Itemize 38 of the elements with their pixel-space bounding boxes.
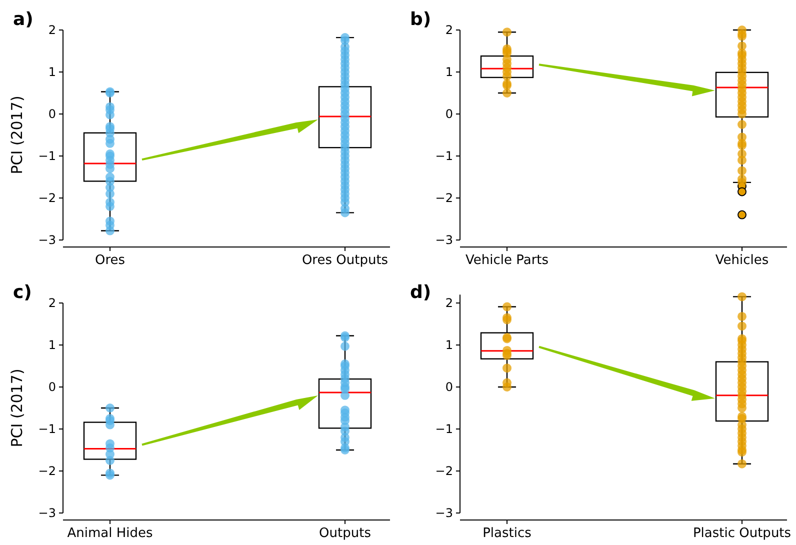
y-tick-label: −1 <box>435 422 453 436</box>
y-tick-label: −1 <box>38 422 56 436</box>
chart-title: c) <box>13 282 32 303</box>
x-tick-label: Vehicle Parts <box>465 253 549 268</box>
y-tick-label: −3 <box>38 506 56 520</box>
y-tick-label: −1 <box>435 149 453 164</box>
y-tick-label: 1 <box>48 65 56 80</box>
x-tick-label: Vehicles <box>715 253 769 268</box>
y-tick-label: 2 <box>445 23 453 38</box>
y-axis-title: PCI (2017) <box>8 368 26 448</box>
y-tick-label: −2 <box>38 464 56 478</box>
y-tick-label: 2 <box>48 296 56 310</box>
y-tick-label: 0 <box>48 107 56 122</box>
y-tick-label: −2 <box>38 191 56 206</box>
x-tick-label: Ores Outputs <box>302 253 388 268</box>
x-tick-label: Outputs <box>319 526 372 541</box>
y-tick-label: −3 <box>435 506 453 520</box>
y-tick-label: 0 <box>445 380 453 394</box>
y-tick-label: −2 <box>435 464 453 478</box>
y-tick-label: −2 <box>435 191 453 206</box>
y-tick-label: 0 <box>48 380 56 394</box>
y-tick-label: 2 <box>445 296 453 310</box>
x-tick-label: Animal Hides <box>67 526 153 541</box>
y-tick-label: 0 <box>445 107 453 122</box>
y-tick-label: 1 <box>445 338 453 352</box>
y-axis-title: PCI (2017) <box>8 96 26 174</box>
x-tick-label: Plastic Outputs <box>692 526 792 541</box>
y-tick-label: 1 <box>445 65 453 80</box>
y-tick-label: −3 <box>435 233 453 248</box>
chart-title: a) <box>13 9 34 30</box>
x-tick-label: Plastics <box>482 526 532 541</box>
y-tick-label: −3 <box>38 233 56 248</box>
y-tick-label: 2 <box>48 23 56 38</box>
chart-title: d) <box>410 282 432 303</box>
chart-title: b) <box>410 9 432 30</box>
y-tick-label: −1 <box>38 149 56 164</box>
y-tick-label: 1 <box>48 338 56 352</box>
x-tick-label: Ores <box>94 253 126 268</box>
